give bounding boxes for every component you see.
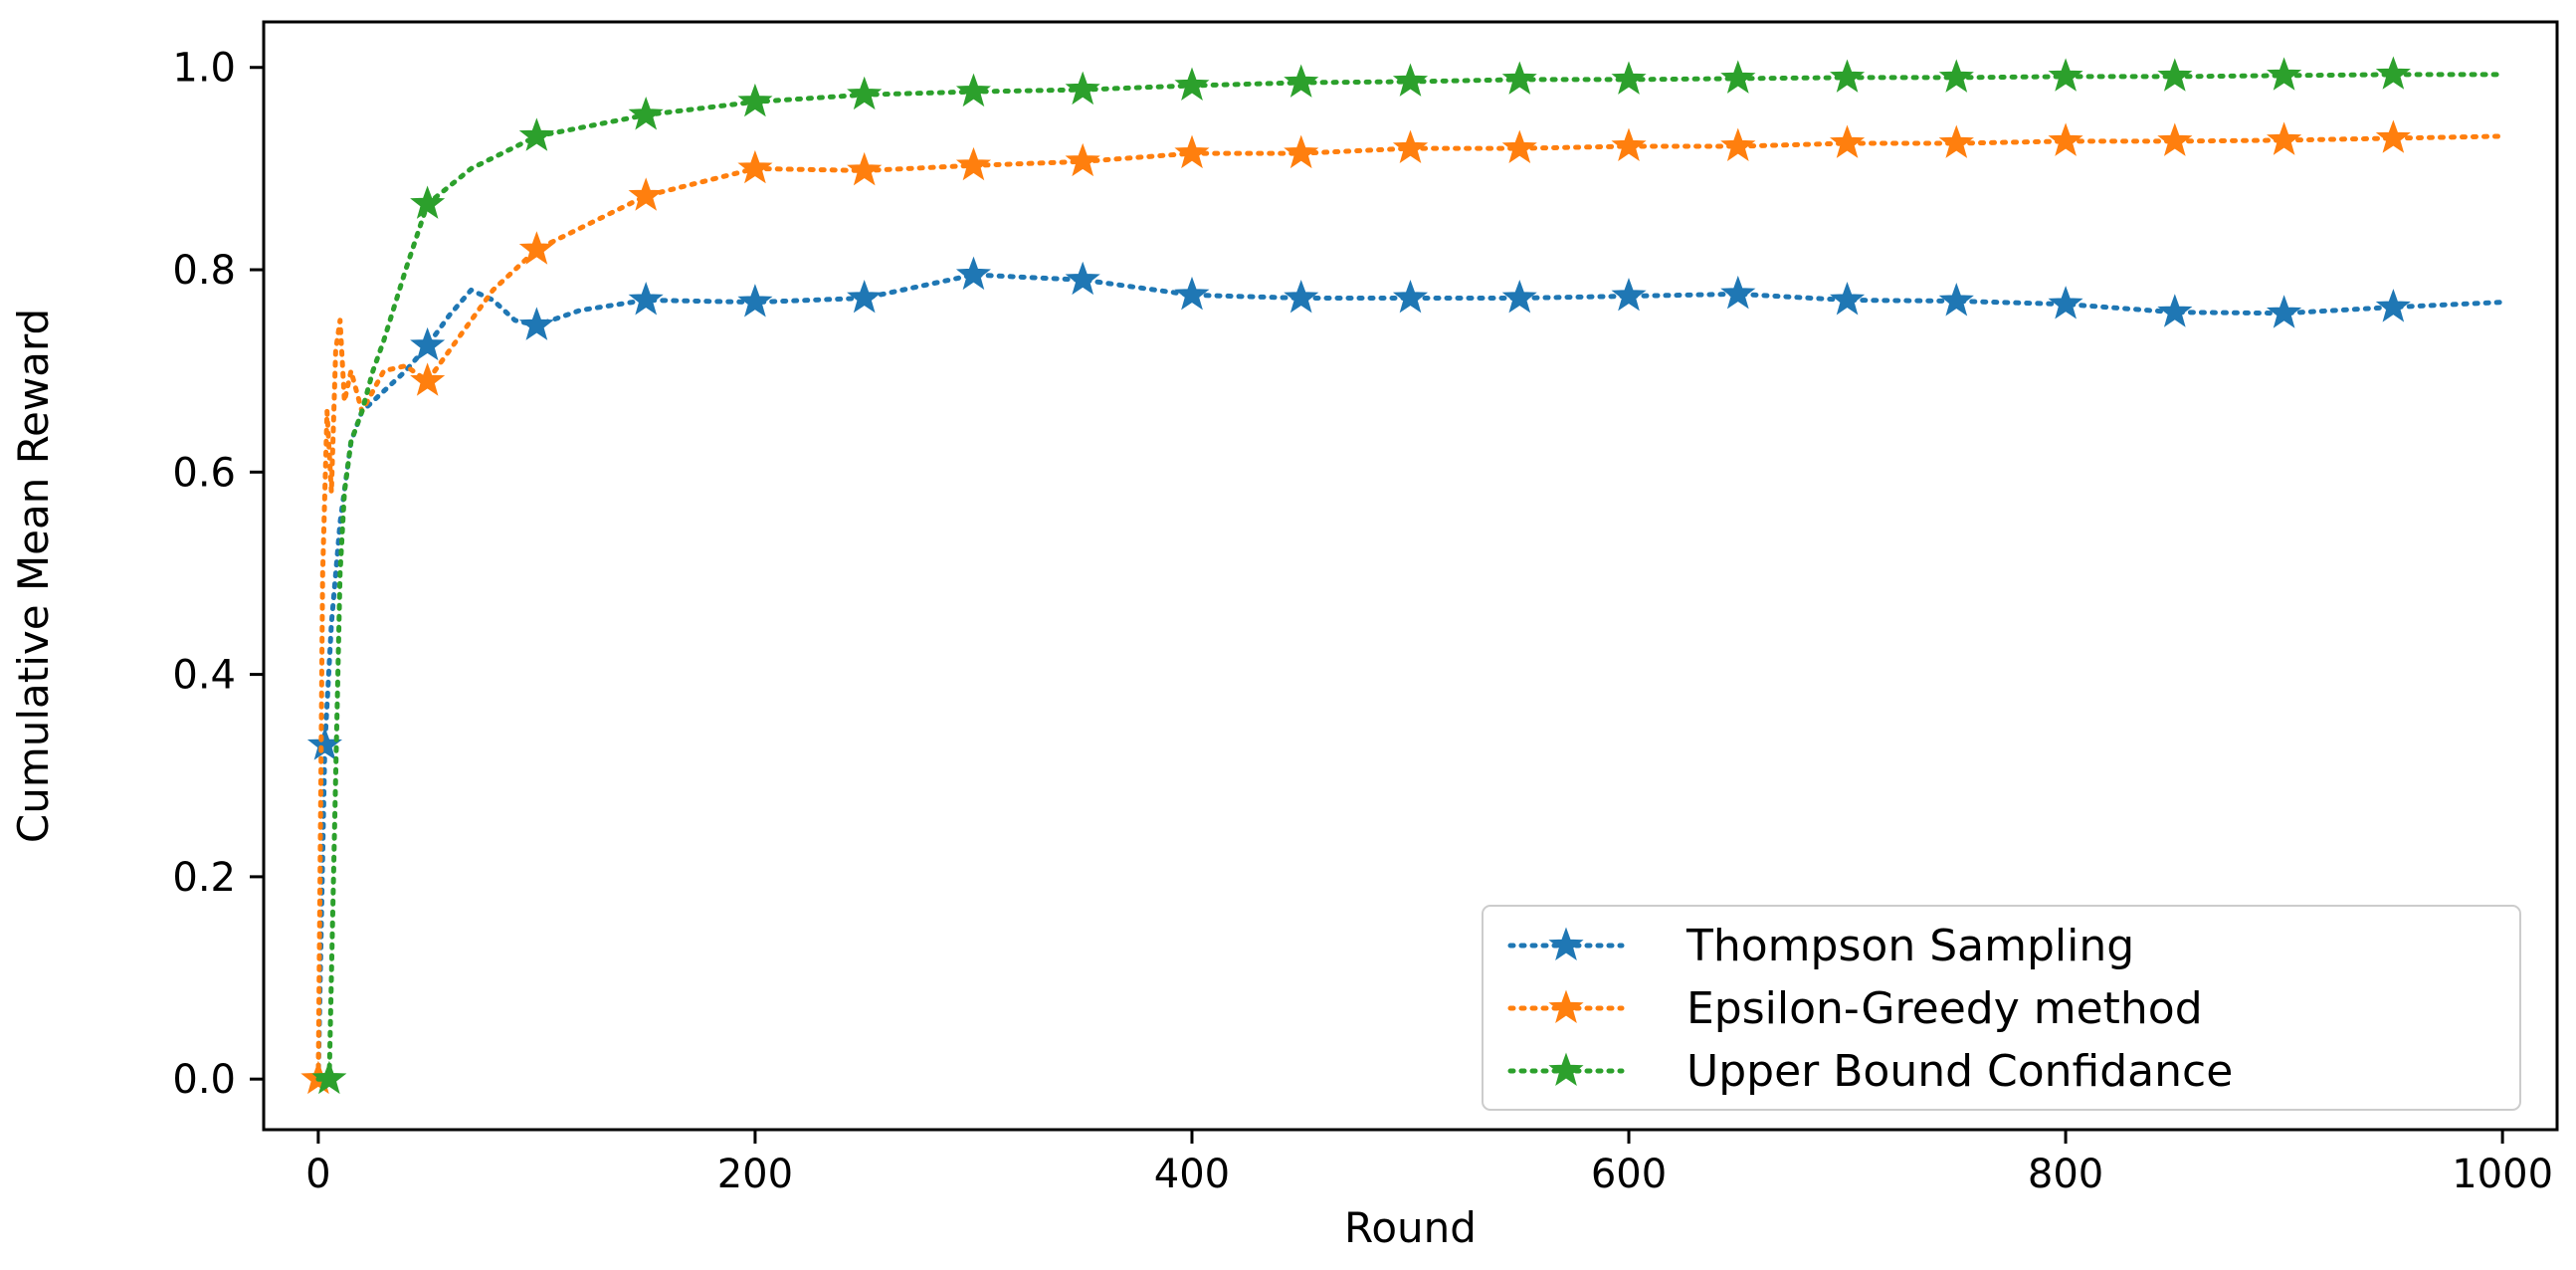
x-tick-label: 800 (2028, 1152, 2103, 1197)
data-point-marker (1830, 124, 1866, 158)
y-tick-label: 0.4 (172, 653, 236, 699)
series-1 (300, 119, 2505, 1095)
data-point-marker (1938, 59, 1974, 93)
legend-box (1482, 905, 2521, 1111)
data-point-marker (955, 256, 991, 291)
data-point-marker (1501, 61, 1537, 95)
data-point-marker (1611, 278, 1647, 312)
data-point-marker (1392, 280, 1429, 314)
legend-star-marker (1548, 1052, 1584, 1086)
series-line (315, 272, 2505, 1082)
data-point-marker (1392, 129, 1429, 163)
legend-label: Epsilon-Greedy method (1686, 983, 2203, 1034)
data-point-marker (1830, 282, 1866, 316)
y-tick-label: 1.0 (172, 46, 236, 92)
data-point-marker (1720, 60, 1756, 94)
x-tick-label: 0 (305, 1152, 330, 1197)
data-point-marker (1938, 283, 1974, 317)
data-point-marker (628, 282, 664, 316)
data-point-marker (737, 284, 773, 318)
data-point-marker (311, 1060, 347, 1095)
data-point-marker (737, 83, 773, 117)
data-point-marker (518, 231, 554, 265)
data-point-marker (1065, 71, 1100, 106)
series-0 (306, 256, 2505, 1082)
data-point-marker (1174, 276, 1210, 311)
y-axis-title: Cumulative Mean Reward (9, 309, 58, 843)
data-point-marker (1720, 275, 1756, 310)
series-line (315, 133, 2505, 1082)
legend-entry: Upper Bound Confidance (1507, 1046, 2233, 1097)
x-axis-title: Round (1344, 1203, 1477, 1252)
series-layer (300, 56, 2505, 1095)
data-point-marker (2157, 294, 2193, 327)
data-point-marker (2267, 295, 2302, 328)
data-point-marker (410, 185, 446, 219)
y-tick-label: 0.2 (172, 855, 236, 901)
data-point-marker (1720, 127, 1756, 161)
legend-entry: Epsilon-Greedy method (1507, 983, 2203, 1034)
legend-star-marker (1548, 989, 1584, 1023)
data-point-marker (518, 117, 554, 151)
data-point-marker (2267, 57, 2302, 91)
data-point-marker (1611, 61, 1647, 95)
data-point-marker (2048, 286, 2083, 319)
data-point-marker (955, 146, 991, 181)
data-point-marker (410, 362, 446, 396)
data-point-marker (955, 73, 991, 107)
data-point-marker (2048, 122, 2083, 156)
data-point-marker (737, 149, 773, 184)
x-tick-label: 1000 (2452, 1152, 2553, 1197)
data-point-marker (1392, 63, 1429, 97)
legend-entries: Thompson Sampling Epsilon-Greedy method Up… (1507, 921, 2233, 1097)
data-point-marker (518, 307, 554, 340)
data-point-marker (628, 97, 664, 130)
legend-label: Upper Bound Confidance (1686, 1046, 2233, 1097)
data-point-marker (1284, 134, 1319, 169)
data-point-marker (1284, 64, 1319, 98)
data-point-marker (628, 177, 664, 211)
data-point-marker (1611, 127, 1647, 161)
legend-label: Thompson Sampling (1685, 921, 2134, 971)
series-2 (311, 56, 2505, 1095)
data-point-marker (1065, 142, 1100, 177)
data-point-marker (1174, 67, 1210, 101)
x-tick-label: 400 (1154, 1152, 1230, 1197)
data-point-marker (1938, 124, 1974, 158)
data-point-marker (1174, 134, 1210, 169)
data-point-marker (2375, 56, 2411, 90)
data-point-marker (1501, 129, 1537, 163)
data-point-marker (1501, 280, 1537, 314)
data-point-marker (1830, 59, 1866, 93)
y-tick-label: 0.0 (172, 1057, 236, 1103)
y-axis-ticks: 0.0 0.2 0.4 0.6 0.8 1.0 (172, 46, 264, 1103)
x-tick-label: 200 (717, 1152, 793, 1197)
x-tick-label: 600 (1591, 1152, 1667, 1197)
data-point-marker (2157, 122, 2193, 156)
data-point-marker (410, 326, 446, 361)
x-axis-ticks: 0 200 400 600 800 1000 (305, 1130, 2553, 1197)
data-point-marker (2267, 121, 2302, 155)
data-point-marker (2375, 119, 2411, 153)
y-tick-label: 0.6 (172, 450, 236, 496)
y-tick-label: 0.8 (172, 248, 236, 294)
legend-entry: Thompson Sampling (1507, 921, 2134, 971)
data-point-marker (2375, 289, 2411, 322)
data-point-marker (2157, 58, 2193, 92)
plot-frame (262, 20, 2559, 1132)
data-point-marker (1284, 280, 1319, 314)
data-point-marker (2048, 58, 2083, 92)
data-point-marker (1065, 261, 1100, 296)
legend: Thompson Sampling Epsilon-Greedy method Up… (1482, 905, 2521, 1111)
data-point-marker (847, 76, 883, 110)
legend-star-marker (1548, 927, 1584, 960)
data-point-marker (847, 280, 883, 314)
data-point-marker (847, 151, 883, 186)
